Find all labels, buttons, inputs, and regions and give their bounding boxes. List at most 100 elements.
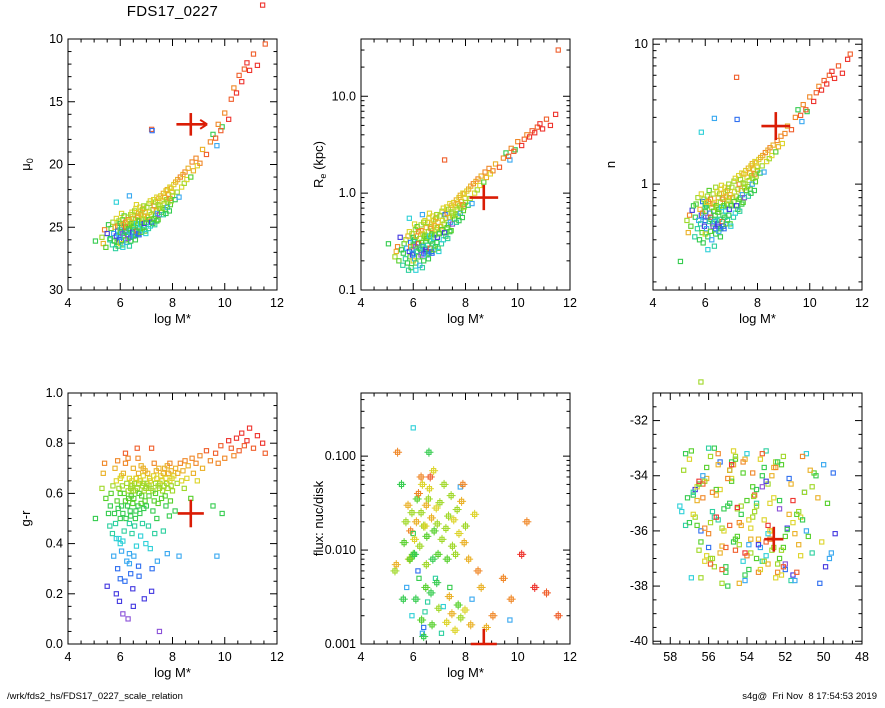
scatter-point bbox=[233, 435, 240, 441]
scatter-point bbox=[537, 121, 543, 127]
svg-text:μ0: μ0 bbox=[18, 158, 35, 171]
scatter-point bbox=[133, 543, 140, 549]
scatter-point bbox=[725, 583, 731, 589]
scatter-point bbox=[711, 243, 718, 249]
scatter-point bbox=[188, 174, 194, 180]
scatter-point bbox=[259, 2, 266, 8]
scatter-point bbox=[424, 599, 431, 605]
scatter-point bbox=[682, 451, 689, 457]
scatter-point bbox=[778, 572, 785, 578]
scatter-point bbox=[117, 576, 123, 582]
scatter-point bbox=[832, 531, 838, 537]
scatter-point bbox=[726, 181, 732, 187]
scatter-point bbox=[684, 495, 691, 501]
scatter-point bbox=[100, 470, 106, 476]
scatter-point bbox=[130, 586, 136, 592]
scatter-point bbox=[727, 467, 733, 473]
scatter-point bbox=[438, 224, 444, 230]
scatter-point bbox=[120, 510, 126, 517]
svg-text:Re (kpc): Re (kpc) bbox=[311, 141, 328, 188]
scatter-point bbox=[815, 495, 821, 501]
mean-cross-n-vs-mass bbox=[761, 112, 791, 141]
scatter-point bbox=[136, 573, 142, 579]
panel-re-vs-mass: 4 6 8 10 12 0.1 1.0 10.0 log M* Re (kpc) bbox=[311, 38, 577, 326]
scatter-point bbox=[449, 543, 456, 549]
scatter-point bbox=[696, 478, 702, 484]
scatter-point bbox=[398, 481, 405, 488]
scatter-point bbox=[259, 440, 266, 446]
scatter-point bbox=[469, 596, 475, 602]
scatter-point bbox=[754, 164, 760, 170]
scatter-point bbox=[707, 196, 714, 202]
scatter-point bbox=[788, 481, 794, 487]
scatter-point bbox=[727, 522, 733, 529]
scatter-point bbox=[773, 575, 779, 581]
scatter-point bbox=[715, 462, 721, 468]
scatter-point bbox=[782, 533, 788, 540]
scatter-point bbox=[707, 453, 714, 460]
scatter-point bbox=[690, 492, 696, 498]
mean-cross-mu0-vs-mass bbox=[176, 113, 208, 136]
svg-text:58: 58 bbox=[663, 650, 677, 664]
scatter-point bbox=[443, 525, 449, 532]
scatter-point bbox=[465, 556, 472, 562]
svg-text:flux: nuc/disk: flux: nuc/disk bbox=[311, 480, 326, 556]
svg-text:0.6: 0.6 bbox=[46, 486, 63, 500]
svg-text:0.0: 0.0 bbox=[46, 637, 63, 651]
scatter-point bbox=[751, 493, 757, 500]
panel-flux-nuc-disk-vs-mass: 4 6 8 10 12 0.001 0.010 0.100 log M* flux: nuc/di… bbox=[311, 392, 577, 680]
scatter-point bbox=[418, 474, 424, 480]
scatter-point bbox=[105, 510, 112, 517]
scatter-point bbox=[500, 155, 507, 161]
scatter-point bbox=[433, 505, 439, 511]
scatter-point bbox=[175, 470, 181, 476]
scatter-point bbox=[759, 484, 765, 490]
scatter-point bbox=[696, 547, 702, 553]
scatter-point bbox=[462, 607, 468, 613]
scatter-point bbox=[126, 520, 133, 527]
scatter-point bbox=[410, 530, 416, 537]
scatter-point bbox=[753, 500, 760, 506]
svg-text:12: 12 bbox=[563, 650, 577, 664]
svg-text:log M*: log M* bbox=[154, 311, 191, 326]
scatter-points-sky-position bbox=[677, 379, 838, 589]
scatter-point bbox=[145, 523, 152, 529]
scatter-point bbox=[131, 523, 138, 529]
scatter-point bbox=[780, 453, 787, 460]
svg-text:log M*: log M* bbox=[447, 665, 484, 680]
scatter-point bbox=[132, 515, 139, 522]
svg-text:25: 25 bbox=[49, 220, 63, 234]
scatter-point bbox=[761, 464, 767, 471]
svg-text:-34: -34 bbox=[630, 469, 648, 483]
scatter-point bbox=[414, 496, 420, 502]
scatter-point bbox=[685, 229, 691, 236]
scatter-point bbox=[430, 556, 436, 562]
scatter-point bbox=[734, 116, 740, 123]
scatter-point bbox=[193, 460, 199, 466]
svg-text:10: 10 bbox=[511, 296, 525, 310]
scatter-point bbox=[262, 450, 268, 456]
scatter-point bbox=[142, 498, 148, 504]
scatter-point bbox=[786, 511, 792, 518]
scatter-point bbox=[801, 489, 808, 495]
svg-text:12: 12 bbox=[563, 296, 577, 310]
scatter-point bbox=[784, 526, 790, 533]
scatter-point bbox=[728, 462, 735, 468]
scatter-point bbox=[847, 51, 853, 57]
svg-text:54: 54 bbox=[740, 650, 754, 664]
scatter-point bbox=[688, 575, 694, 581]
scatter-point bbox=[752, 179, 759, 185]
scatter-point bbox=[692, 214, 698, 220]
scatter-point bbox=[705, 544, 712, 551]
scatter-point bbox=[219, 510, 225, 517]
scatter-point bbox=[401, 539, 407, 546]
scatter-point bbox=[811, 470, 817, 476]
scatter-point bbox=[717, 234, 724, 240]
scatter-point bbox=[207, 458, 214, 464]
scatter-point bbox=[385, 241, 392, 247]
scatter-point bbox=[172, 465, 179, 471]
scatter-point bbox=[421, 633, 427, 640]
scatter-point bbox=[128, 571, 134, 577]
scatter-point bbox=[427, 474, 433, 480]
plot-title: FDS17_0227 bbox=[126, 3, 219, 20]
